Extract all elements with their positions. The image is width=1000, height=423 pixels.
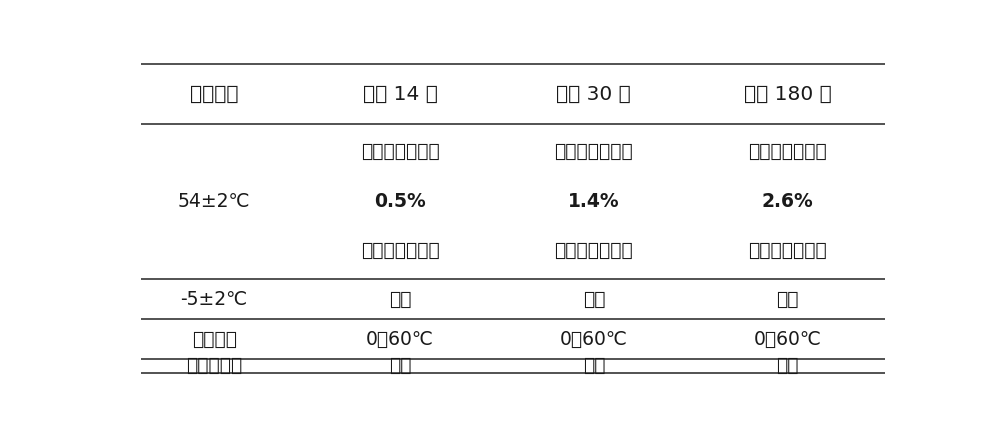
- Text: 合格: 合格: [389, 357, 411, 375]
- Text: 0.5%: 0.5%: [374, 192, 426, 211]
- Text: 合格: 合格: [776, 290, 799, 309]
- Text: 阿维菌素分解率: 阿维菌素分解率: [361, 143, 440, 162]
- Text: 热贮稳定性合格: 热贮稳定性合格: [361, 242, 440, 261]
- Text: 合格: 合格: [389, 290, 411, 309]
- Text: 0～60℃: 0～60℃: [366, 330, 434, 349]
- Text: 阿维菌素分解率: 阿维菌素分解率: [554, 143, 633, 162]
- Text: 54±2℃: 54±2℃: [178, 192, 250, 211]
- Text: 贮存 180 天: 贮存 180 天: [744, 85, 832, 103]
- Text: 合格: 合格: [583, 290, 605, 309]
- Text: 热贮稳定性合格: 热贮稳定性合格: [748, 242, 827, 261]
- Text: -5±2℃: -5±2℃: [181, 290, 248, 309]
- Text: 热贮稳定性合格: 热贮稳定性合格: [554, 242, 633, 261]
- Text: 贮存 14 天: 贮存 14 天: [363, 85, 438, 103]
- Text: 合格: 合格: [583, 357, 605, 375]
- Text: 0～60℃: 0～60℃: [560, 330, 628, 349]
- Text: 贮存 30 天: 贮存 30 天: [556, 85, 631, 103]
- Text: 2.6%: 2.6%: [762, 192, 814, 211]
- Text: 阿维菌素分解率: 阿维菌素分解率: [748, 143, 827, 162]
- Text: 0～60℃: 0～60℃: [754, 330, 822, 349]
- Text: 稀释稳定性: 稀释稳定性: [186, 357, 242, 375]
- Text: 合格: 合格: [776, 357, 799, 375]
- Text: 贮存温度: 贮存温度: [190, 85, 238, 103]
- Text: 透明温区: 透明温区: [192, 330, 237, 349]
- Text: 1.4%: 1.4%: [568, 192, 620, 211]
